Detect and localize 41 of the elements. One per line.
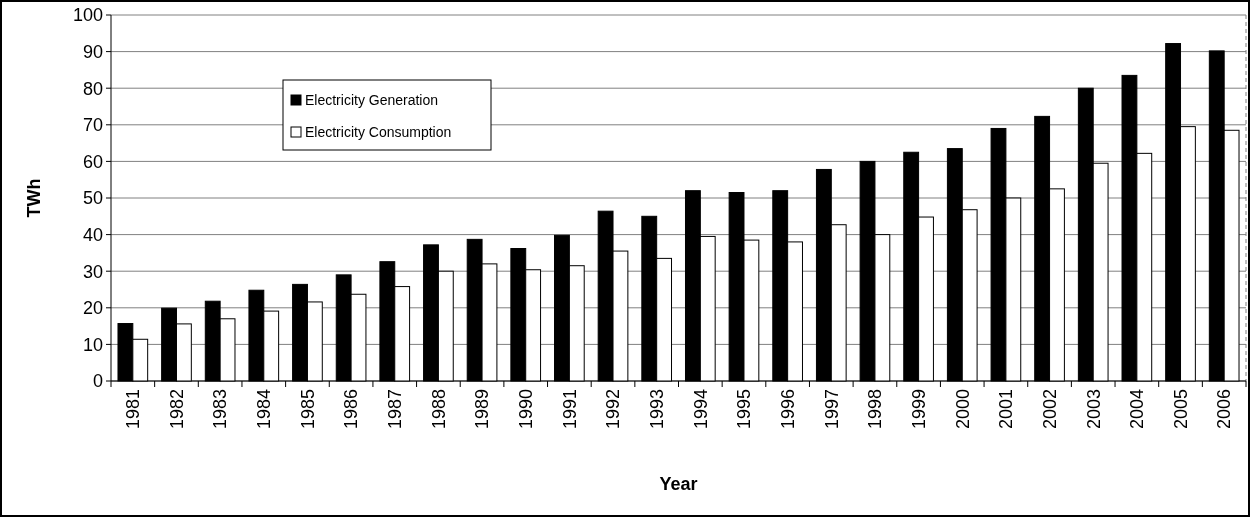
x-axis-title: Year xyxy=(659,474,698,494)
x-tick-label: 2001 xyxy=(996,389,1017,430)
x-tick-label: 1994 xyxy=(690,389,711,430)
x-tick-label: 1982 xyxy=(166,389,187,430)
y-tick-label: 100 xyxy=(72,5,103,26)
x-tick-label: 2005 xyxy=(1170,389,1191,430)
y-tick-label: 80 xyxy=(82,78,103,99)
y-tick-label: 50 xyxy=(82,188,103,209)
y-tick-label: 40 xyxy=(82,224,103,245)
x-tick-label: 2000 xyxy=(952,389,973,430)
y-tick-label: 0 xyxy=(92,371,103,392)
x-tick-label: 1990 xyxy=(516,389,537,430)
legend-label: Electricity Generation xyxy=(305,91,439,108)
x-tick-label: 1981 xyxy=(123,389,144,430)
y-tick-label: 90 xyxy=(82,41,103,62)
x-tick-label: 1984 xyxy=(254,389,275,430)
x-tick-label: 2004 xyxy=(1127,389,1148,430)
x-tick-label: 1987 xyxy=(385,389,406,430)
x-tick-label: 1996 xyxy=(777,389,798,430)
x-tick-label: 1998 xyxy=(865,389,886,430)
y-tick-label: 70 xyxy=(82,115,103,136)
y-tick-label: 20 xyxy=(82,298,103,319)
x-tick-label: 1993 xyxy=(646,389,667,430)
x-tick-label: 2002 xyxy=(1039,389,1060,430)
x-tick-label: 2006 xyxy=(1214,389,1235,430)
x-tick-label: 1986 xyxy=(341,389,362,430)
y-axis-title: TWh xyxy=(24,178,44,218)
x-tick-label: 1992 xyxy=(603,389,624,430)
x-tick-label: 1997 xyxy=(821,389,842,430)
x-tick-label: 1995 xyxy=(734,389,755,430)
x-tick-label: 1991 xyxy=(559,389,580,430)
x-tick-label: 1988 xyxy=(428,389,449,430)
x-tick-label: 1983 xyxy=(210,389,231,430)
x-tick-label: 1989 xyxy=(472,389,493,430)
y-tick-label: 30 xyxy=(82,261,103,282)
x-tick-label: 2003 xyxy=(1083,389,1104,430)
y-tick-label: 60 xyxy=(82,151,103,172)
x-tick-label: 1999 xyxy=(908,389,929,430)
x-tick-label: 1985 xyxy=(297,389,318,430)
y-tick-label: 10 xyxy=(82,334,103,355)
legend-label: Electricity Consumption xyxy=(305,123,452,140)
